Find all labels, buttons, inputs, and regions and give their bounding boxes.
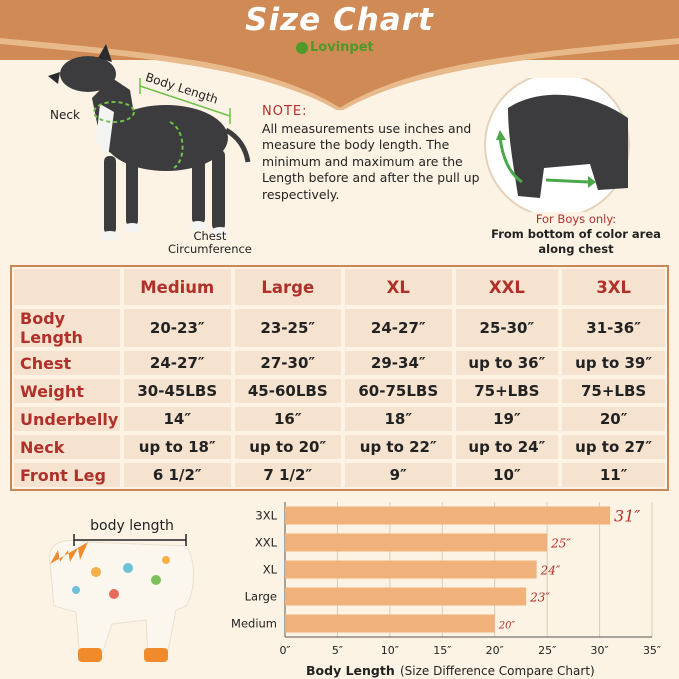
table-cell: 19″	[453, 405, 561, 433]
neck-label: Neck	[50, 108, 80, 122]
table-cell: 7 1/2″	[232, 461, 343, 489]
table-cell: 45-60LBS	[232, 377, 343, 405]
chart-tick-label: 35″	[643, 644, 661, 657]
column-header-large: Large	[232, 267, 343, 307]
table-cell: up to 39″	[560, 349, 667, 377]
table-cell: 25-30″	[453, 307, 561, 349]
table-cell: 6 1/2″	[122, 461, 233, 489]
table-row: Underbelly 14″ 16″ 18″ 19″ 20″	[12, 405, 667, 433]
size-table: Medium Large XL XXL 3XL Body Length 20-2…	[10, 265, 669, 491]
chart-tick-label: 15″	[433, 644, 451, 657]
table-cell: 20-23″	[122, 307, 233, 349]
boys-note-text: From bottom of color area along chest	[491, 227, 661, 256]
chart-tick-label: 5″	[332, 644, 343, 657]
column-header-xl: XL	[343, 267, 454, 307]
paw-icon	[296, 41, 308, 54]
page-title: Size Chart	[245, 2, 434, 38]
size-table-header: Medium Large XL XXL 3XL	[12, 267, 667, 307]
chart-category-label: 3XL	[255, 509, 277, 523]
table-cell: 9″	[343, 461, 454, 489]
table-cell: 27-30″	[232, 349, 343, 377]
chart-bar	[285, 614, 495, 633]
chart-x-axis-note: (Size Difference Compare Chart)	[400, 664, 595, 678]
chart-bar	[285, 533, 548, 552]
row-header: Weight	[12, 377, 122, 405]
chart-category-label: XL	[263, 563, 278, 577]
chest-detail-image	[484, 78, 630, 212]
boys-note-title: For Boys only:	[535, 212, 617, 226]
table-cell: 24-27″	[122, 349, 233, 377]
table-cell: 14″	[122, 405, 233, 433]
table-cell: up to 27″	[560, 433, 667, 461]
chest-label-line1: Chest	[193, 229, 227, 243]
table-cell: 24-27″	[343, 307, 454, 349]
jumpsuit-image	[36, 520, 196, 670]
product-body-length-label: body length	[90, 518, 174, 534]
chart-bar	[285, 587, 527, 606]
note-block: NOTE: All measurements use inches and me…	[262, 104, 487, 204]
chart-tick-label: 0″	[279, 644, 290, 657]
chart-x-axis-title: Body Length	[306, 663, 395, 678]
chest-label: Chest Circumference	[168, 230, 252, 256]
header-curve	[0, 0, 679, 110]
chart-bar	[285, 560, 537, 579]
table-cell: 20″	[560, 405, 667, 433]
table-cell: 11″	[560, 461, 667, 489]
table-cell: 30-45LBS	[122, 377, 233, 405]
row-header: Neck	[12, 433, 122, 461]
body-length-bar-chart: 3XL 31″ XXL 25″ XL 24″ Large 23″ Medium 20″ 0″ 5″ 10…	[231, 502, 661, 678]
chart-bar	[285, 506, 611, 525]
table-cell: up to 18″	[122, 433, 233, 461]
chart-data-label: 31″	[614, 507, 640, 526]
chart-data-label: 20″	[498, 621, 516, 632]
table-row: Body Length 20-23″ 23-25″ 24-27″ 25-30″ …	[12, 307, 667, 349]
chart-category-label: Medium	[231, 617, 277, 631]
table-cell: 10″	[453, 461, 561, 489]
chart-data-label: 23″	[529, 591, 550, 605]
row-header: Body Length	[12, 307, 122, 349]
chest-label-line2: Circumference	[168, 242, 252, 256]
table-cell: up to 24″	[453, 433, 561, 461]
table-cell: up to 20″	[232, 433, 343, 461]
table-row: Neck up to 18″ up to 20″ up to 22″ up to…	[12, 433, 667, 461]
chart-category-label: Large	[245, 590, 277, 604]
table-cell: 29-34″	[343, 349, 454, 377]
brand-logo: Lovinpet	[296, 40, 374, 55]
boys-note: For Boys only: From bottom of color area…	[478, 212, 674, 257]
chart-tick-label: 30″	[591, 644, 609, 657]
row-header: Underbelly	[12, 405, 122, 433]
chart-data-label: 25″	[550, 537, 571, 551]
table-cell: 75+LBS	[453, 377, 561, 405]
row-header: Chest	[12, 349, 122, 377]
table-cell: 75+LBS	[560, 377, 667, 405]
chart-data-label: 24″	[540, 564, 561, 578]
column-header-3xl: 3XL	[560, 267, 667, 307]
dog-illustration	[48, 44, 251, 241]
table-cell: up to 36″	[453, 349, 561, 377]
row-header: Front Leg	[12, 461, 122, 489]
brand-name: Lovinpet	[310, 40, 374, 55]
table-row: Weight 30-45LBS 45-60LBS 60-75LBS 75+LBS…	[12, 377, 667, 405]
chart-tick-label: 10″	[381, 644, 399, 657]
table-cell: 60-75LBS	[343, 377, 454, 405]
table-row: Chest 24-27″ 27-30″ 29-34″ up to 36″ up …	[12, 349, 667, 377]
chart-tick-label: 20″	[486, 644, 504, 657]
note-text: All measurements use inches and measure …	[262, 120, 480, 202]
chart-tick-label: 25″	[538, 644, 556, 657]
table-cell: 23-25″	[232, 307, 343, 349]
table-row: Front Leg 6 1/2″ 7 1/2″ 9″ 10″ 11″	[12, 461, 667, 489]
table-cell: 18″	[343, 405, 454, 433]
table-cell: 16″	[232, 405, 343, 433]
column-header-xxl: XXL	[453, 267, 561, 307]
chart-category-label: XXL	[255, 536, 278, 550]
column-header-medium: Medium	[122, 267, 233, 307]
corner-cell	[12, 267, 122, 307]
table-cell: 31-36″	[560, 307, 667, 349]
table-cell: up to 22″	[343, 433, 454, 461]
note-title: NOTE:	[262, 104, 308, 119]
